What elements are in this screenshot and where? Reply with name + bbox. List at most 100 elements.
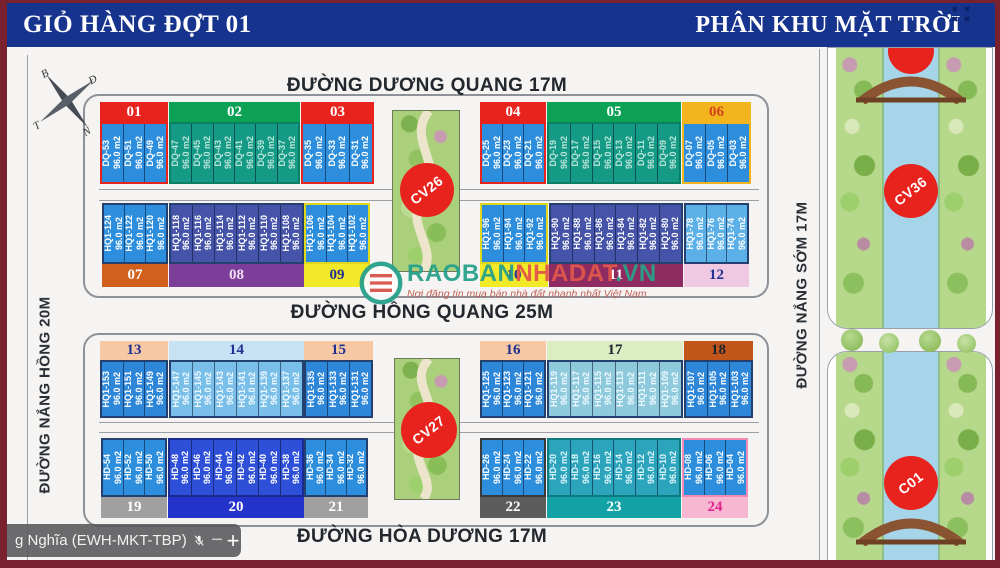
block-06-plots: DQ-07 96.0 m2 DQ-05 96.0 m2 DQ-03 96.0 m2 <box>682 122 751 184</box>
plot-DQ-13: DQ-13 96.0 m2 <box>613 124 636 182</box>
canal-park-lower: C01 <box>827 351 993 560</box>
park-label-cv36: CV36 <box>884 164 938 218</box>
plot-HD-18: HD-18 96.0 m2 <box>569 440 592 495</box>
plot-area: 96.0 m2 <box>265 136 276 170</box>
street-label-duong-quang: ĐƯỜNG DƯƠNG QUANG 17M <box>286 75 568 96</box>
plot-HD-44: HD-44 96.0 m2 <box>213 440 236 495</box>
plot-HQ1-153: HQ1-153 96.0 m2 <box>102 362 123 416</box>
plot-area: 96.0 m2 <box>180 136 191 170</box>
zoom-out-button[interactable]: − <box>211 529 223 551</box>
block-09-header: 09 <box>304 264 370 287</box>
mic-muted-icon <box>194 535 204 546</box>
plot-area: 96.0 m2 <box>491 136 502 170</box>
plot-HD-38: HD-38 96.0 m2 <box>279 440 303 495</box>
plot-HQ1-105: HQ1-105 96.0 m2 <box>707 362 729 416</box>
road-edge-right <box>819 49 820 560</box>
plot-id: HQ1-113 <box>615 370 626 408</box>
watermark-tagline: Nơi đăng tin mua bán nhà đất nhanh nhất … <box>407 288 647 300</box>
plot-HD-54: HD-54 96.0 m2 <box>103 440 123 495</box>
plot-area: 96.0 m2 <box>133 372 144 406</box>
plot-id: HQ1-108 <box>280 215 291 252</box>
plot-HQ1-115: HQ1-115 96.0 m2 <box>592 362 615 416</box>
plot-area: 96.0 m2 <box>647 372 658 406</box>
plot-area: 96.0 m2 <box>287 136 298 170</box>
blocks-layer: 01 DQ-53 96.0 m2 DQ-51 96.0 m2 DQ-49 96.0 m2 02… <box>7 3 995 560</box>
plot-area: 96.0 m2 <box>224 450 235 485</box>
plot-id: HQ1-103 <box>729 370 740 408</box>
plot-HQ1-104: HQ1-104 96.0 m2 <box>326 205 347 262</box>
plot-area: 96.0 m2 <box>668 136 679 170</box>
title-banner: GIỎ HÀNG ĐỢT 01 PHÂN KHU MẶT TRỜI <box>7 3 995 47</box>
plot-id: HQ1-74 <box>726 217 737 250</box>
block-19-header: 19 <box>101 497 167 518</box>
plot-HD-32: HD-32 96.0 m2 <box>345 440 366 495</box>
block-20-plots: HD-48 96.0 m2 HD-46 96.0 m2 HD-44 96.0 m2 HD-4… <box>168 438 304 497</box>
compass-south-label: N <box>80 125 94 140</box>
plot-area: 96.0 m2 <box>736 216 747 251</box>
plot-HD-04: HD-04 96.0 m2 <box>725 440 746 495</box>
block-02-plots: DQ-47 96.0 m2 DQ-45 96.0 m2 DQ-43 96.0 m2 DQ-4… <box>169 122 300 184</box>
plot-DQ-45: DQ-45 96.0 m2 <box>191 124 213 182</box>
plot-id: HQ1-147 <box>171 370 181 408</box>
plot-DQ-37: DQ-37 96.0 m2 <box>276 124 298 182</box>
plot-id: HQ1-143 <box>214 370 225 408</box>
plot-HQ1-76: HQ1-76 96.0 m2 <box>705 205 727 262</box>
plot-area: 96.0 m2 <box>669 372 680 406</box>
plot-area: 96.0 m2 <box>533 372 544 406</box>
plot-area: 96.0 m2 <box>533 450 544 485</box>
subdivision-title: PHÂN KHU MẶT TRỜI <box>695 11 961 38</box>
plot-id: HD-04 <box>725 454 736 481</box>
plot-id: HQ1-120 <box>145 215 156 252</box>
plot-area: 96.0 m2 <box>648 216 659 251</box>
plot-id: DQ-45 <box>191 139 202 167</box>
plot-HQ1-96: HQ1-96 96.0 m2 <box>482 205 503 262</box>
plot-HQ1-106: HQ1-106 96.0 m2 <box>306 205 326 262</box>
plot-DQ-07: DQ-07 96.0 m2 <box>684 124 705 182</box>
plot-HQ1-82: HQ1-82 96.0 m2 <box>637 205 660 262</box>
plot-area: 96.0 m2 <box>738 136 748 170</box>
plot-HQ1-84: HQ1-84 96.0 m2 <box>615 205 638 262</box>
plot-HQ1-113: HQ1-113 96.0 m2 <box>614 362 637 416</box>
plot-id: HQ1-115 <box>592 370 603 408</box>
plot-id: HQ1-84 <box>615 217 626 250</box>
zoom-in-button[interactable]: + <box>226 528 240 553</box>
block-21-header: 21 <box>304 497 368 518</box>
plot-HD-26: HD-26 96.0 m2 <box>482 440 502 495</box>
plot-id: DQ-25 <box>482 139 492 167</box>
plot-area: 96.0 m2 <box>533 136 544 170</box>
plot-HQ1-147: HQ1-147 96.0 m2 <box>171 362 192 416</box>
plot-area: 96.0 m2 <box>740 372 750 406</box>
plot-HQ1-145: HQ1-145 96.0 m2 <box>192 362 214 416</box>
plot-area: 96.0 m2 <box>225 216 235 251</box>
plot-area: 96.0 m2 <box>113 216 124 251</box>
plot-HD-08: HD-08 96.0 m2 <box>684 440 704 495</box>
plot-HQ1-111: HQ1-111 96.0 m2 <box>636 362 659 416</box>
tree-icon <box>957 334 976 353</box>
plot-HQ1-116: HQ1-116 96.0 m2 <box>192 205 214 262</box>
expand-icon[interactable] <box>951 5 971 23</box>
plot-area: 96.0 m2 <box>491 372 502 406</box>
plot-HQ1-135: HQ1-135 96.0 m2 <box>306 362 327 416</box>
plot-id: HQ1-102 <box>347 215 358 252</box>
plot-area: 96.0 m2 <box>154 450 165 485</box>
plot-HD-22: HD-22 96.0 m2 <box>523 440 544 495</box>
block-11-header: 11 <box>549 264 683 287</box>
green-strip <box>836 352 882 560</box>
plot-area: 96.0 m2 <box>203 216 213 251</box>
plot-HQ1-78: HQ1-78 96.0 m2 <box>686 205 706 262</box>
plot-id: HQ1-123 <box>502 370 513 408</box>
plot-HQ1-143: HQ1-143 96.0 m2 <box>214 362 236 416</box>
plot-area: 96.0 m2 <box>512 372 523 406</box>
plot-area: 96.0 m2 <box>646 450 657 485</box>
plot-id: HQ1-151 <box>123 370 134 408</box>
plot-HQ1-114: HQ1-114 96.0 m2 <box>214 205 236 262</box>
plot-id: DQ-13 <box>613 139 624 167</box>
block-17-header: 17 <box>547 341 683 360</box>
plot-id: HQ1-145 <box>192 370 203 408</box>
block-14-plots: HQ1-147 96.0 m2 HQ1-145 96.0 m2 HQ1-143 96.0 … <box>169 360 304 418</box>
block-02-header: 02 <box>169 102 300 122</box>
plot-area: 96.0 m2 <box>624 136 635 170</box>
plot-id: HD-20 <box>549 454 559 481</box>
plot-id: DQ-21 <box>523 139 534 167</box>
plot-DQ-03: DQ-03 96.0 m2 <box>727 124 749 182</box>
